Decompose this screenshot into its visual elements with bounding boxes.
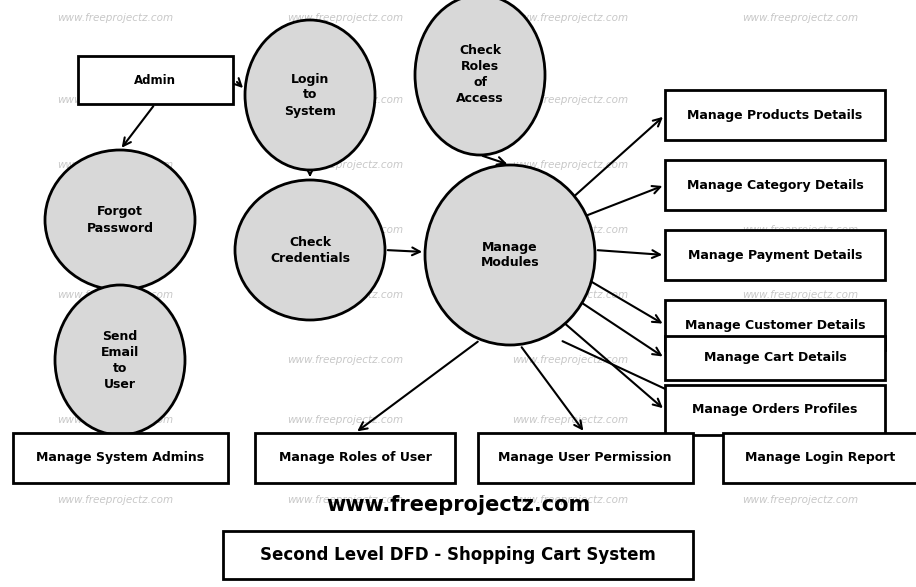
- Text: Second Level DFD - Shopping Cart System: Second Level DFD - Shopping Cart System: [260, 546, 656, 564]
- Text: Manage Cart Details: Manage Cart Details: [703, 352, 846, 365]
- Bar: [665, 160, 885, 210]
- Text: www.freeprojectz.com: www.freeprojectz.com: [326, 495, 590, 515]
- Bar: [723, 433, 916, 483]
- Bar: [665, 300, 885, 350]
- Text: Manage User Permission: Manage User Permission: [498, 451, 671, 464]
- Text: www.freeprojectz.com: www.freeprojectz.com: [57, 495, 173, 505]
- Bar: [665, 336, 885, 380]
- Bar: [78, 56, 233, 104]
- Text: www.freeprojectz.com: www.freeprojectz.com: [57, 95, 173, 105]
- Ellipse shape: [235, 180, 385, 320]
- Text: www.freeprojectz.com: www.freeprojectz.com: [57, 290, 173, 300]
- Text: Manage Products Details: Manage Products Details: [687, 109, 863, 122]
- Text: Check
Credentials: Check Credentials: [270, 235, 350, 265]
- Text: www.freeprojectz.com: www.freeprojectz.com: [57, 415, 173, 425]
- Text: www.freeprojectz.com: www.freeprojectz.com: [742, 290, 858, 300]
- Text: www.freeprojectz.com: www.freeprojectz.com: [512, 95, 628, 105]
- Text: www.freeprojectz.com: www.freeprojectz.com: [57, 355, 173, 365]
- Bar: [665, 385, 885, 435]
- Text: Admin: Admin: [134, 73, 176, 86]
- Bar: [665, 230, 885, 280]
- Text: www.freeprojectz.com: www.freeprojectz.com: [57, 13, 173, 23]
- Bar: [255, 433, 455, 483]
- Text: Manage Orders Profiles: Manage Orders Profiles: [692, 403, 857, 417]
- Text: www.freeprojectz.com: www.freeprojectz.com: [287, 225, 403, 235]
- Ellipse shape: [45, 150, 195, 290]
- Text: www.freeprojectz.com: www.freeprojectz.com: [742, 160, 858, 170]
- Text: Forgot
Password: Forgot Password: [86, 205, 154, 234]
- Text: Manage Payment Details: Manage Payment Details: [688, 248, 862, 261]
- Text: Manage Customer Details: Manage Customer Details: [685, 319, 866, 332]
- Bar: [13, 433, 227, 483]
- Text: Manage
Modules: Manage Modules: [481, 241, 540, 269]
- Text: Manage Category Details: Manage Category Details: [687, 178, 864, 191]
- Ellipse shape: [245, 20, 375, 170]
- Ellipse shape: [55, 285, 185, 435]
- Text: www.freeprojectz.com: www.freeprojectz.com: [742, 95, 858, 105]
- Text: www.freeprojectz.com: www.freeprojectz.com: [287, 415, 403, 425]
- Text: www.freeprojectz.com: www.freeprojectz.com: [287, 355, 403, 365]
- Text: www.freeprojectz.com: www.freeprojectz.com: [742, 495, 858, 505]
- Text: Login
to
System: Login to System: [284, 73, 336, 117]
- Text: www.freeprojectz.com: www.freeprojectz.com: [287, 13, 403, 23]
- Text: www.freeprojectz.com: www.freeprojectz.com: [512, 355, 628, 365]
- Text: www.freeprojectz.com: www.freeprojectz.com: [742, 225, 858, 235]
- Ellipse shape: [425, 165, 595, 345]
- Bar: [223, 531, 693, 579]
- Text: Send
Email
to
User: Send Email to User: [101, 329, 139, 390]
- Text: www.freeprojectz.com: www.freeprojectz.com: [512, 290, 628, 300]
- Text: www.freeprojectz.com: www.freeprojectz.com: [512, 415, 628, 425]
- Text: www.freeprojectz.com: www.freeprojectz.com: [287, 160, 403, 170]
- Text: www.freeprojectz.com: www.freeprojectz.com: [287, 290, 403, 300]
- Text: www.freeprojectz.com: www.freeprojectz.com: [512, 160, 628, 170]
- Text: www.freeprojectz.com: www.freeprojectz.com: [742, 415, 858, 425]
- Text: www.freeprojectz.com: www.freeprojectz.com: [512, 13, 628, 23]
- Text: Manage Login Report: Manage Login Report: [745, 451, 895, 464]
- Text: www.freeprojectz.com: www.freeprojectz.com: [287, 495, 403, 505]
- Text: www.freeprojectz.com: www.freeprojectz.com: [512, 225, 628, 235]
- Text: www.freeprojectz.com: www.freeprojectz.com: [742, 355, 858, 365]
- Text: www.freeprojectz.com: www.freeprojectz.com: [287, 95, 403, 105]
- Text: www.freeprojectz.com: www.freeprojectz.com: [57, 225, 173, 235]
- Text: Check
Roles
of
Access: Check Roles of Access: [456, 45, 504, 106]
- Bar: [665, 90, 885, 140]
- Text: www.freeprojectz.com: www.freeprojectz.com: [742, 13, 858, 23]
- Bar: [477, 433, 692, 483]
- Text: Manage System Admins: Manage System Admins: [36, 451, 204, 464]
- Text: www.freeprojectz.com: www.freeprojectz.com: [57, 160, 173, 170]
- Ellipse shape: [415, 0, 545, 155]
- Text: www.freeprojectz.com: www.freeprojectz.com: [512, 495, 628, 505]
- Text: Manage Roles of User: Manage Roles of User: [278, 451, 431, 464]
